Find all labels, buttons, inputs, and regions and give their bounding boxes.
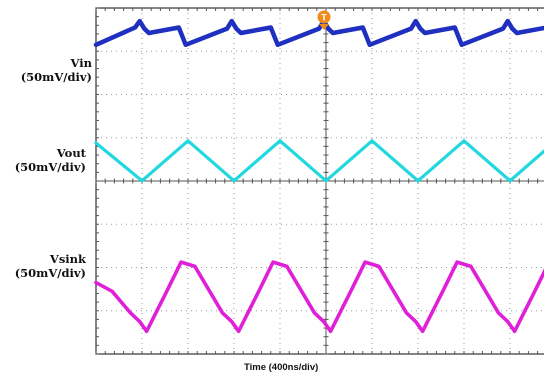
vin-scale: (50mV/div)	[20, 70, 92, 84]
trigger-arrow-icon	[319, 24, 329, 30]
x-axis-label: Time (400ns/div)	[244, 362, 319, 373]
trigger-label: T	[321, 13, 327, 23]
vin-label: Vin (50mV/div)	[2, 56, 92, 84]
trace-vsink	[94, 260, 544, 334]
trigger-marker: T	[317, 10, 331, 30]
vout-name: Vout	[56, 146, 86, 160]
vout-scale: (50mV/div)	[14, 160, 86, 174]
vsink-scale: (50mV/div)	[14, 266, 86, 280]
vsink-name: Vsink	[49, 252, 86, 266]
trace-vin	[93, 18, 544, 48]
center-axes	[95, 7, 544, 355]
traces	[93, 18, 544, 334]
vout-label: Vout (50mV/div)	[2, 146, 86, 174]
trigger-badge-icon	[317, 10, 331, 24]
vsink-label: Vsink (50mV/div)	[2, 252, 86, 280]
trace-vout	[94, 139, 544, 183]
vin-name: Vin	[70, 56, 92, 70]
